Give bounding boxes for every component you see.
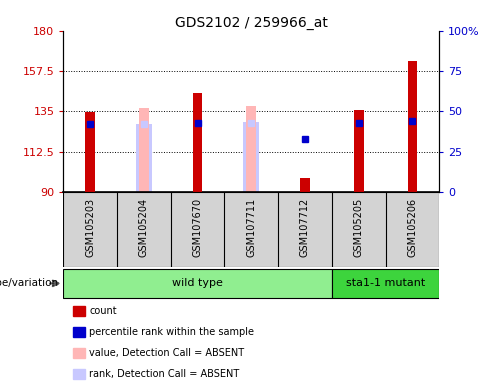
Bar	[407, 61, 417, 192]
Bar	[332, 269, 439, 298]
Text: GSM105203: GSM105203	[85, 198, 95, 257]
Bar	[63, 269, 332, 298]
Bar	[246, 106, 256, 192]
Text: sta1-1 mutant: sta1-1 mutant	[346, 278, 425, 288]
Bar	[354, 109, 364, 192]
Text: count: count	[89, 306, 117, 316]
Bar	[139, 108, 149, 192]
Text: GSM105206: GSM105206	[407, 198, 417, 257]
Text: GSM105205: GSM105205	[354, 198, 364, 257]
Bar	[193, 93, 203, 192]
Text: GSM107711: GSM107711	[246, 198, 256, 257]
Text: rank, Detection Call = ABSENT: rank, Detection Call = ABSENT	[89, 369, 240, 379]
Text: GSM107670: GSM107670	[193, 198, 203, 257]
Text: genotype/variation: genotype/variation	[0, 278, 59, 288]
Bar	[243, 122, 260, 192]
Text: percentile rank within the sample: percentile rank within the sample	[89, 327, 254, 337]
Text: wild type: wild type	[172, 278, 223, 288]
Bar	[136, 124, 152, 192]
Bar	[85, 112, 95, 192]
Bar	[300, 178, 310, 192]
Text: GSM105204: GSM105204	[139, 198, 149, 257]
Text: value, Detection Call = ABSENT: value, Detection Call = ABSENT	[89, 348, 244, 358]
Title: GDS2102 / 259966_at: GDS2102 / 259966_at	[175, 16, 328, 30]
Text: GSM107712: GSM107712	[300, 198, 310, 257]
